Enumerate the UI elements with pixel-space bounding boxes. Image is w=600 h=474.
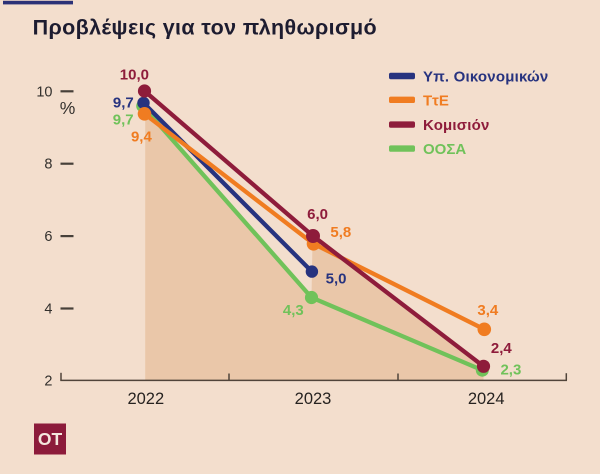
svg-text:2,3: 2,3 [500,362,521,379]
svg-text:5,8: 5,8 [330,224,351,241]
svg-text:%: % [60,98,76,118]
svg-text:5,0: 5,0 [326,271,347,288]
svg-text:2: 2 [44,373,52,389]
svg-text:6: 6 [44,229,52,245]
svg-text:2022: 2022 [127,390,164,408]
svg-text:OT: OT [38,429,63,449]
svg-text:6,0: 6,0 [307,206,328,223]
svg-text:2024: 2024 [468,390,505,408]
svg-text:9,4: 9,4 [131,129,153,146]
svg-text:2,4: 2,4 [491,340,513,357]
svg-text:ΟΟΣΑ: ΟΟΣΑ [423,141,466,158]
svg-text:2023: 2023 [295,390,332,408]
svg-text:4,3: 4,3 [283,302,304,319]
svg-text:8: 8 [44,157,52,173]
svg-text:10,0: 10,0 [120,67,149,84]
svg-text:Κομισιόν: Κομισιόν [423,117,490,134]
svg-text:9,7: 9,7 [113,112,134,129]
svg-text:4: 4 [44,302,52,318]
svg-text:ΤτΕ: ΤτΕ [423,92,449,109]
svg-text:3,4: 3,4 [477,302,499,319]
svg-text:Προβλέψεις για τον πληθωρισμό: Προβλέψεις για τον πληθωρισμό [33,15,377,39]
svg-text:Υπ. Οικονομικών: Υπ. Οικονομικών [423,68,548,85]
svg-text:10: 10 [36,84,52,100]
svg-text:9,7: 9,7 [113,94,134,111]
